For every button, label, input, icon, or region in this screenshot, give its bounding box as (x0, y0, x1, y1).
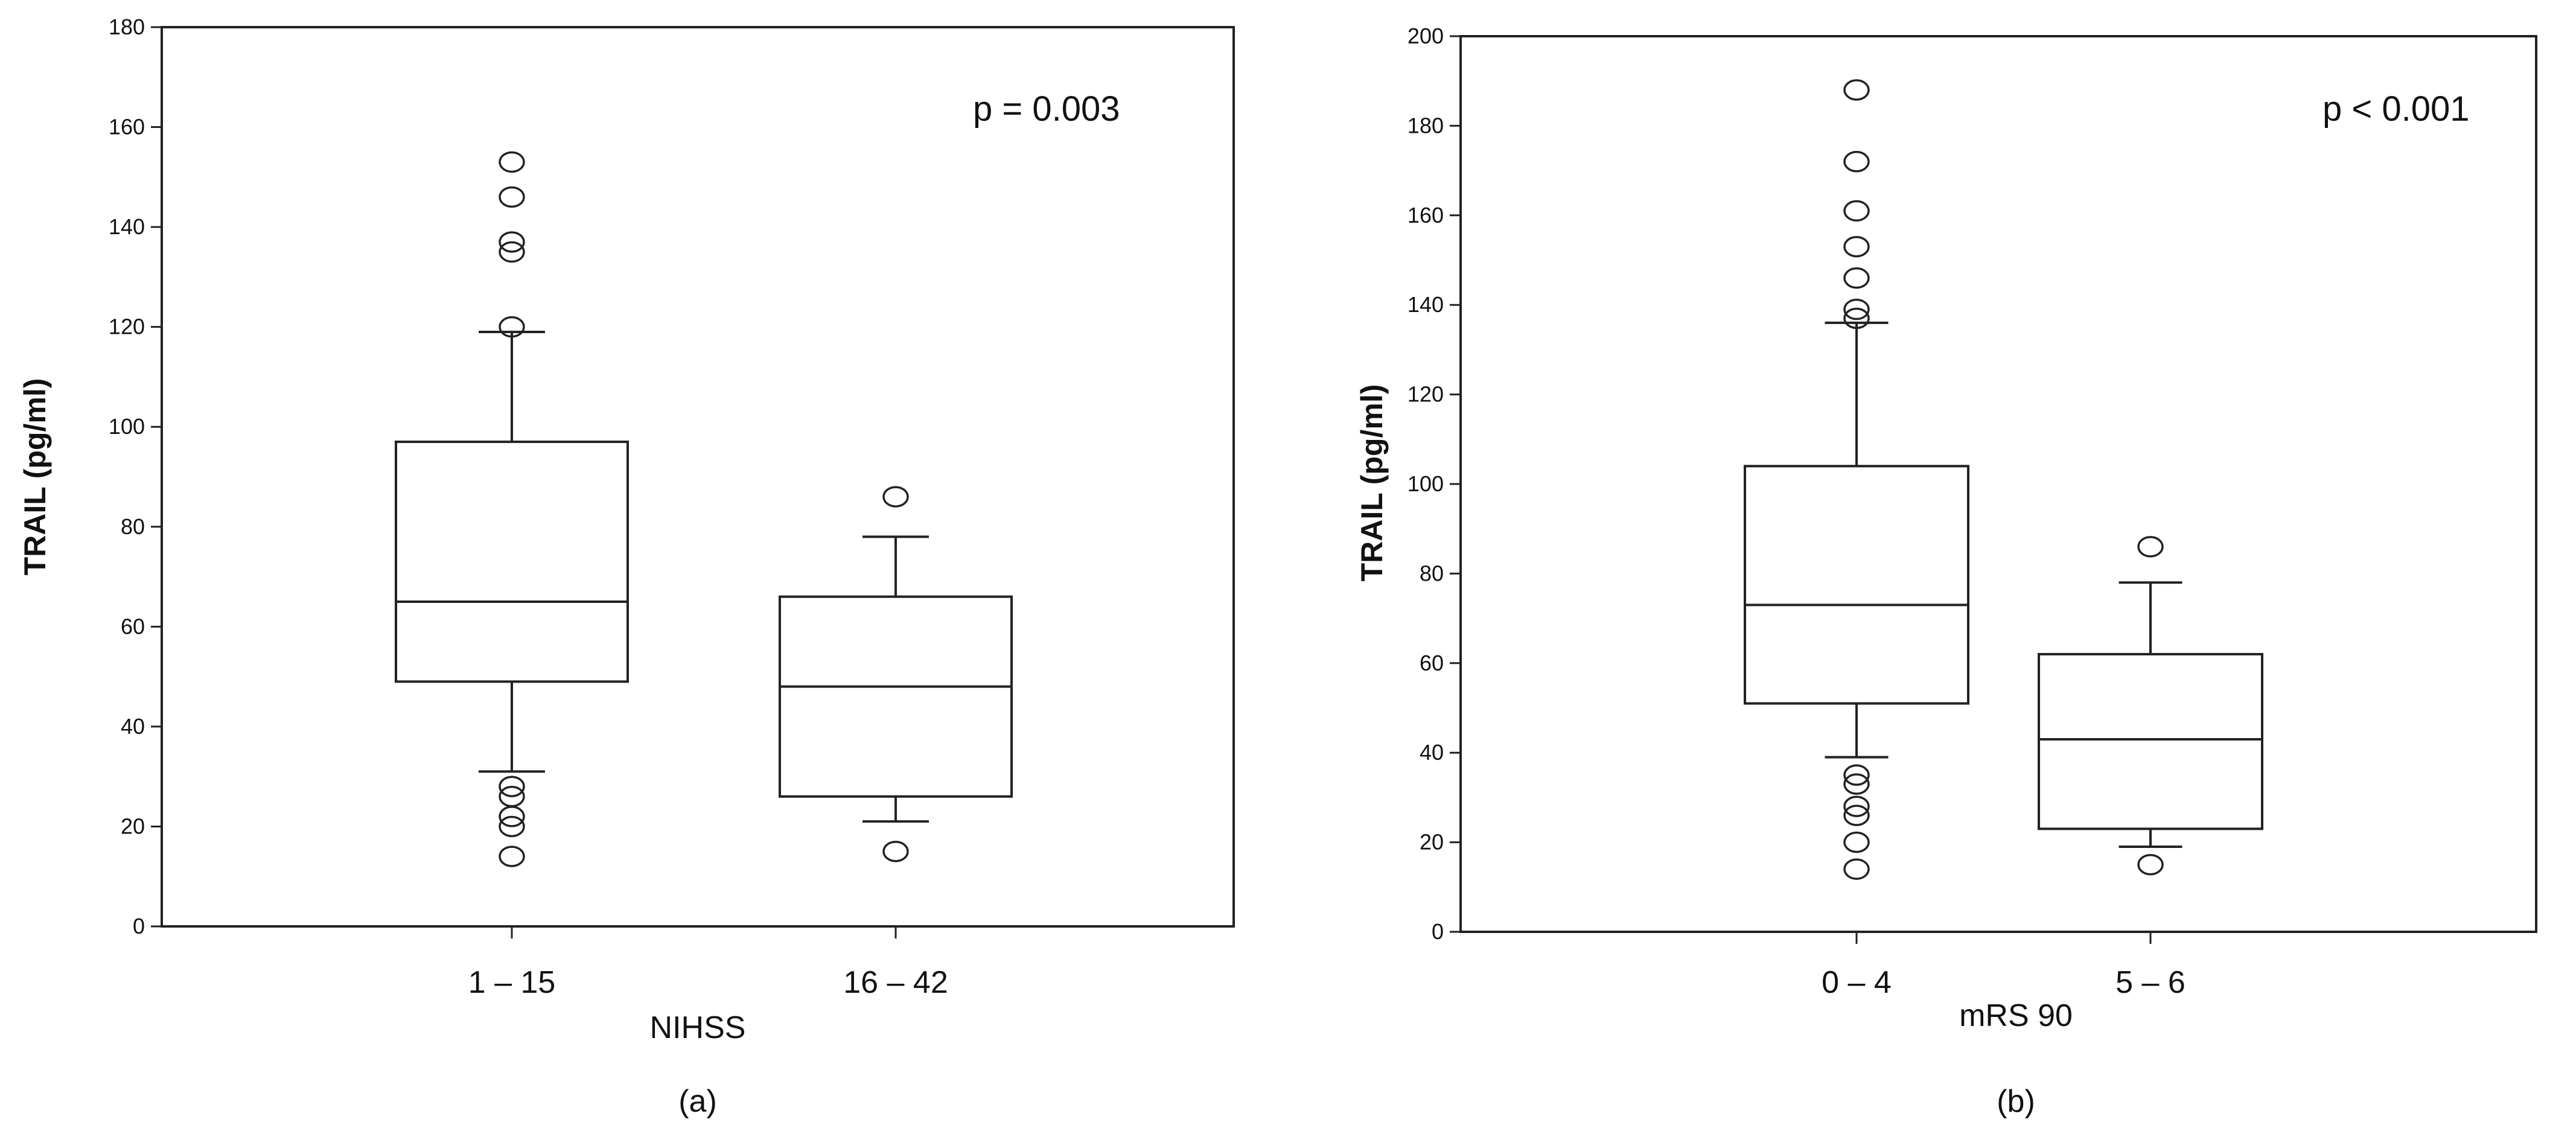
x-tick-label: 0 – 4 (1822, 965, 1892, 1000)
outlier-point (1843, 831, 1870, 853)
iqr-box (395, 441, 629, 683)
y-tick-label: 140 (109, 214, 145, 239)
panel-b: 0 20 40 60 80 100 120 140 160 180 200 0 – 4 5 – 6 p… (1355, 24, 2537, 1119)
boxplot-series (395, 151, 1013, 867)
x-axis-label: NIHSS (650, 1010, 746, 1045)
plot-frame (1459, 35, 2537, 933)
iqr-box (2038, 652, 2263, 830)
y-tick-label: 200 (1408, 24, 1444, 48)
outlier-point (499, 786, 525, 807)
y-axis: 0 20 40 60 80 100 120 140 160 180 (109, 14, 162, 938)
y-tick-label: 120 (1408, 382, 1444, 407)
outlier-point (1843, 795, 1870, 817)
iqr-box (1744, 465, 1969, 705)
y-tick-label: 20 (121, 814, 145, 838)
outlier-point (1843, 151, 1870, 173)
y-tick-label: 60 (1420, 651, 1444, 675)
p-value-annotation: p < 0.001 (2323, 89, 2470, 129)
y-tick-label: 160 (109, 115, 145, 139)
y-tick-label: 40 (121, 714, 145, 739)
y-tick-label: 0 (133, 914, 145, 938)
y-tick-label: 120 (109, 314, 145, 339)
outlier-point (1843, 773, 1870, 795)
y-tick-label: 140 (1408, 292, 1444, 317)
y-tick-label: 40 (1420, 740, 1444, 765)
outlier-point (499, 151, 525, 173)
y-tick-label: 160 (1408, 203, 1444, 228)
y-axis: 0 20 40 60 80 100 120 140 160 180 200 (1408, 24, 1461, 944)
x-axis: 0 – 4 5 – 6 (1822, 932, 2185, 1000)
x-tick-label: 5 – 6 (2115, 965, 2185, 1000)
outlier-point (499, 815, 525, 838)
outlier-point (499, 231, 525, 253)
outlier-point (2137, 536, 2164, 558)
boxplot-series (1744, 79, 2263, 880)
panel-a: 0 20 40 60 80 100 120 140 160 180 1 – 15 16 – 42 p… (18, 14, 1235, 1119)
y-tick-label: 180 (109, 14, 145, 39)
x-tick-label: 16 – 42 (843, 965, 948, 1000)
outlier-point (1843, 804, 1870, 826)
y-tick-label: 60 (121, 614, 145, 639)
y-axis-label: TRAIL (pg/ml) (1355, 384, 1389, 582)
y-tick-label: 180 (1408, 113, 1444, 138)
box-2 (779, 486, 1013, 862)
y-tick-label: 80 (121, 514, 145, 539)
x-axis-label: mRS 90 (1959, 998, 2073, 1033)
p-value-annotation: p = 0.003 (973, 89, 1120, 129)
box-1 (1744, 79, 1969, 880)
outlier-point (499, 316, 525, 338)
outlier-point (882, 841, 909, 862)
outlier-point (1843, 235, 1870, 258)
panel-caption: (a) (678, 1084, 717, 1119)
outlier-point (1843, 858, 1870, 880)
box-1 (395, 151, 629, 867)
outlier-point (499, 846, 525, 867)
y-axis-label: TRAIL (pg/ml) (18, 378, 52, 576)
iqr-box (779, 595, 1013, 798)
outlier-point (1843, 298, 1870, 320)
y-tick-label: 100 (109, 414, 145, 439)
outlier-point (1843, 307, 1870, 330)
x-axis: 1 – 15 16 – 42 (468, 926, 948, 1000)
outlier-point (499, 776, 525, 797)
y-tick-label: 0 (1432, 919, 1444, 944)
outlier-point (499, 186, 525, 208)
outlier-point (499, 241, 525, 263)
x-tick-label: 1 – 15 (468, 965, 556, 1000)
box-2 (2038, 536, 2263, 876)
outlier-point (1843, 267, 1870, 289)
y-tick-label: 100 (1408, 471, 1444, 496)
outlier-point (1843, 200, 1870, 222)
outlier-point (1843, 79, 1870, 101)
panel-caption: (b) (1997, 1084, 2035, 1119)
y-tick-label: 80 (1420, 561, 1444, 585)
plot-frame (161, 26, 1235, 928)
outlier-point (2137, 853, 2164, 876)
outlier-point (882, 486, 909, 508)
outlier-point (1843, 764, 1870, 786)
y-tick-label: 20 (1420, 830, 1444, 855)
